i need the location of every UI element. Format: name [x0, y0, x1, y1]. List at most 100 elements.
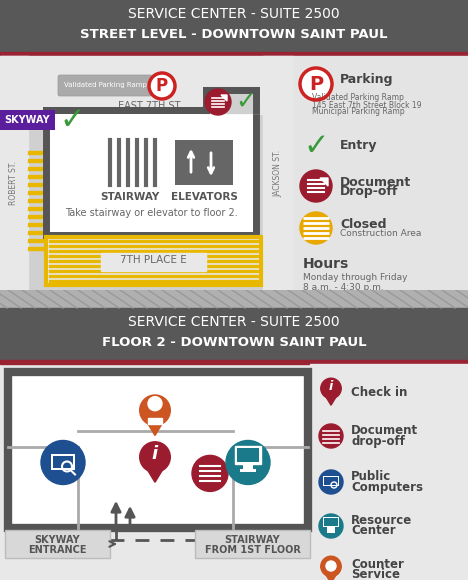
Polygon shape [140, 457, 170, 483]
Bar [28, 223, 46, 226]
Bar [293, 56, 468, 290]
Bar [28, 238, 46, 242]
Bar [49, 280, 258, 282]
Text: Hours: Hours [303, 257, 349, 271]
Bar [243, 465, 253, 470]
Bar [323, 517, 339, 527]
Polygon shape [320, 178, 328, 186]
Bar [28, 215, 46, 218]
Circle shape [321, 378, 341, 398]
Circle shape [226, 440, 270, 484]
Text: Center: Center [351, 524, 395, 538]
Bar [0, 52, 468, 56]
Bar [49, 274, 258, 277]
Text: Public: Public [351, 470, 391, 484]
Bar [49, 245, 258, 247]
Bar [327, 527, 335, 533]
Bar [49, 259, 258, 262]
Polygon shape [321, 389, 341, 405]
Bar [101, 253, 206, 271]
Text: Parking: Parking [340, 74, 394, 86]
Text: EAST 7TH ST.: EAST 7TH ST. [118, 101, 182, 111]
Bar [28, 230, 46, 234]
Circle shape [319, 514, 343, 538]
Text: i: i [329, 379, 333, 393]
Text: Computers: Computers [351, 480, 423, 494]
Bar [235, 447, 261, 465]
Bar [310, 364, 468, 580]
Text: Resource: Resource [351, 514, 412, 527]
Bar [0, 110, 55, 130]
Text: 7TH PLACE E: 7TH PLACE E [120, 255, 187, 265]
Bar [28, 158, 46, 162]
Text: Validated Parking Ramp: Validated Parking Ramp [64, 82, 146, 89]
Text: FROM 1ST FLOOR: FROM 1ST FLOOR [205, 545, 300, 555]
Bar [53, 456, 73, 469]
Polygon shape [321, 567, 341, 580]
Bar [28, 198, 46, 202]
Text: Entry: Entry [340, 140, 378, 153]
Bar [0, 56, 293, 114]
Bar [0, 364, 468, 580]
Bar [237, 448, 259, 462]
Text: P: P [309, 74, 323, 93]
Bar [0, 56, 293, 290]
Circle shape [192, 455, 228, 491]
Bar [240, 469, 256, 473]
Bar [0, 0, 468, 52]
Text: ✓: ✓ [59, 106, 85, 135]
Bar [28, 183, 46, 186]
Text: ENTRANCE: ENTRANCE [28, 545, 87, 555]
Text: Drop-off: Drop-off [340, 186, 398, 198]
Bar [0, 56, 28, 290]
Bar [324, 518, 338, 526]
Bar [49, 264, 258, 267]
Circle shape [140, 395, 170, 426]
FancyArrow shape [148, 418, 162, 423]
Text: STAIRWAY: STAIRWAY [225, 535, 280, 545]
Text: ROBERT ST.: ROBERT ST. [9, 161, 19, 205]
Text: STAIRWAY: STAIRWAY [100, 192, 160, 202]
Text: Municipal Parking Ramp: Municipal Parking Ramp [312, 107, 405, 117]
Circle shape [319, 470, 343, 494]
Text: Document: Document [351, 425, 418, 437]
Text: Take stairway or elevator to floor 2.: Take stairway or elevator to floor 2. [65, 208, 237, 218]
Bar [49, 249, 258, 252]
Bar [28, 190, 46, 194]
Circle shape [205, 89, 231, 115]
Bar [49, 270, 258, 272]
Bar [195, 530, 310, 558]
Text: Construction Area: Construction Area [340, 230, 421, 238]
Circle shape [300, 170, 332, 202]
Circle shape [300, 212, 332, 244]
Bar [49, 255, 258, 257]
Bar [28, 150, 46, 154]
Bar [175, 140, 233, 185]
Text: FLOOR 2 - DOWNTOWN SAINT PAUL: FLOOR 2 - DOWNTOWN SAINT PAUL [102, 336, 366, 350]
Text: Monday through Friday: Monday through Friday [303, 273, 408, 281]
FancyBboxPatch shape [58, 75, 152, 96]
Text: SKYWAY: SKYWAY [4, 115, 50, 125]
Bar [49, 240, 258, 242]
Bar [324, 477, 338, 485]
Bar [0, 290, 468, 308]
Bar [28, 206, 46, 210]
Bar [46, 237, 261, 285]
Circle shape [149, 73, 175, 99]
Text: Validated Parking Ramp: Validated Parking Ramp [312, 93, 404, 103]
Bar [51, 455, 75, 470]
Bar [46, 110, 256, 235]
Text: drop-off: drop-off [351, 434, 405, 448]
Circle shape [148, 397, 162, 411]
Polygon shape [140, 410, 170, 436]
Text: i: i [152, 445, 158, 463]
Bar [28, 175, 46, 178]
Circle shape [140, 442, 170, 472]
Text: SERVICE CENTER - SUITE 2500: SERVICE CENTER - SUITE 2500 [128, 7, 340, 21]
Text: 8 a.m. - 4:30 p.m.: 8 a.m. - 4:30 p.m. [303, 282, 384, 292]
Text: Counter: Counter [351, 559, 404, 571]
Text: SERVICE CENTER - SUITE 2500: SERVICE CENTER - SUITE 2500 [128, 315, 340, 329]
Bar [28, 246, 46, 250]
Text: ✓: ✓ [303, 132, 329, 161]
Text: 145 East 7th Street Block 19: 145 East 7th Street Block 19 [312, 100, 422, 110]
